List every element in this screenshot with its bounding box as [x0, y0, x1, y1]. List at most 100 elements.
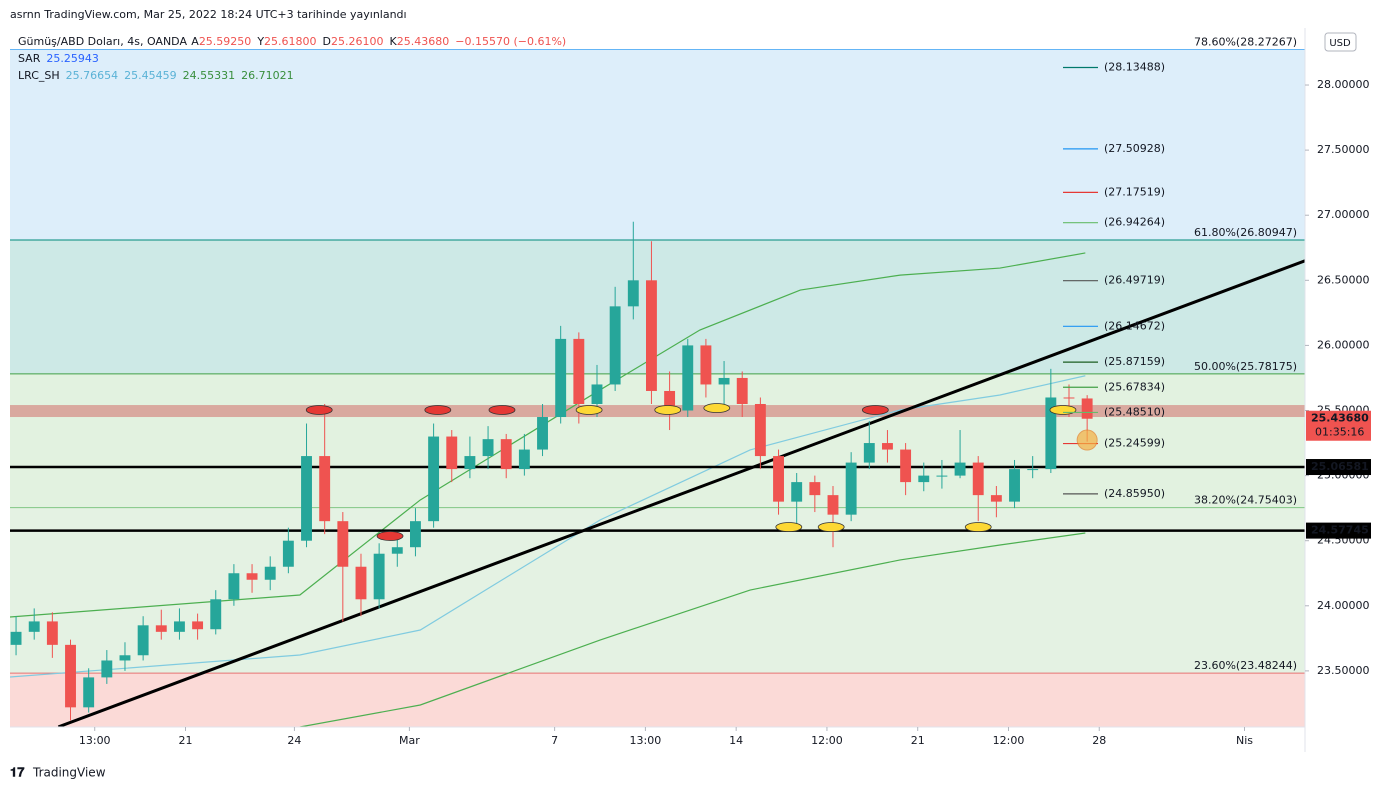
candle-body [173, 621, 185, 632]
sar-name: SAR [18, 52, 41, 65]
lrc-line [299, 532, 1086, 727]
candle-body [627, 280, 639, 307]
x-tick-label: 28 [1092, 734, 1106, 747]
last-price-badge [1306, 410, 1371, 441]
x-tick-label: 13:00 [630, 734, 662, 747]
price-level-label: (25.48510) [1104, 405, 1165, 418]
candle-body [700, 345, 712, 385]
lrc-value: 25.45459 [124, 69, 177, 82]
candle-body [1063, 397, 1075, 399]
candle-body [664, 390, 676, 411]
price-level-label: (28.13488) [1104, 60, 1165, 73]
last-price-label: 25.43680 [1311, 412, 1369, 425]
level-badge-label: 25.06581 [1311, 460, 1369, 473]
price-level-label: (25.24599) [1104, 437, 1165, 450]
brand-logo: 𝟏𝟕 [10, 766, 25, 781]
candle-body [827, 495, 839, 515]
y-tick-label: 27.50000 [1317, 143, 1370, 156]
candle-body [28, 621, 40, 632]
pivot-marker [376, 531, 404, 541]
brand-name: TradingView [32, 766, 106, 780]
y-tick-label: 26.00000 [1317, 338, 1370, 351]
candle-body [446, 436, 458, 470]
fib-zone [10, 507, 1305, 674]
candle-body [409, 521, 421, 548]
lrc-value: 26.71021 [241, 69, 294, 82]
brand: 𝟏𝟕 TradingView [10, 766, 106, 781]
candle-body [809, 482, 821, 496]
candle-body [863, 443, 875, 463]
ohlc-value: 25.26100 [331, 35, 384, 48]
candle-body [646, 280, 657, 391]
candle-body [319, 456, 331, 522]
candle-body [246, 573, 258, 580]
candle-body [591, 384, 603, 404]
y-tick-label: 26.50000 [1317, 273, 1370, 286]
ohlc-value: 25.43680 [397, 35, 450, 48]
candle-body [428, 436, 440, 522]
candle-body [1045, 397, 1057, 470]
candle-body [391, 547, 403, 554]
x-tick-label: 21 [178, 734, 192, 747]
fib-zone [10, 673, 1305, 727]
last-price-marker [1076, 429, 1098, 451]
fib-label: 61.80%(26.80947) [1194, 226, 1297, 239]
x-tick-label: Nis [1236, 734, 1253, 747]
pivot-marker [488, 405, 516, 415]
y-tick-label: 23.50000 [1317, 664, 1370, 677]
candle-body [264, 566, 276, 580]
candle-body [101, 660, 113, 678]
legend-sar: SAR 25.25943 [18, 52, 99, 65]
x-tick-label: 14 [729, 734, 743, 747]
legend-symbol: Gümüş/ABD Doları, 4s, OANDA A25.59250 Y25.… [18, 35, 566, 48]
plot-layer: 78.60%(28.27267) 61.80%(26.80947) 50.00%(2… [10, 28, 1305, 727]
ohlc-key: A [191, 35, 199, 48]
x-tick-label: 21 [911, 734, 925, 747]
candle-body [1027, 469, 1039, 471]
fib-label: 78.60%(28.27267) [1194, 36, 1297, 49]
fib-zone [10, 240, 1305, 374]
candle-body [609, 306, 621, 385]
level-badge [1306, 522, 1371, 539]
price-level-label: (25.67834) [1104, 380, 1165, 393]
pivot-marker [964, 522, 992, 532]
fib-label: 23.60%(23.48244) [1194, 659, 1297, 672]
candle-body [46, 621, 58, 645]
price-axis [1305, 28, 1386, 752]
pivot-marker [305, 405, 333, 415]
price-level-label: (26.14672) [1104, 319, 1165, 332]
fib-zone [10, 49, 1305, 241]
pivot-marker [861, 405, 889, 415]
legend-lrc: LRC_SH 25.76654 25.45459 24.55331 26.71021 [18, 69, 294, 82]
candle-body [228, 573, 240, 600]
lrc-name: LRC_SH [18, 69, 60, 82]
x-tick-label: Mar [399, 734, 420, 747]
candle-body [555, 338, 567, 418]
candle-body [773, 456, 784, 502]
x-tick-label: 12:00 [993, 734, 1025, 747]
candle-body [355, 566, 367, 600]
fib-label: 38.20%(24.75403) [1194, 494, 1297, 507]
trendline [57, 259, 1305, 727]
currency-badge[interactable] [1324, 32, 1357, 52]
candle-body [83, 677, 95, 708]
candle-body [573, 338, 585, 404]
x-tick-label: 7 [551, 734, 558, 747]
candle-body [845, 462, 857, 515]
candle-body [754, 403, 766, 457]
price-level-label: (25.87159) [1104, 355, 1165, 368]
price-level-label: (24.85950) [1104, 487, 1165, 500]
y-tick-label: 24.00000 [1317, 599, 1370, 612]
candle-body [192, 621, 204, 630]
candle-body [1081, 398, 1093, 419]
countdown: 01:35:16 [1315, 426, 1364, 439]
price-level-label: (27.17519) [1104, 185, 1165, 198]
plot-area: 78.60%(28.27267) 61.80%(26.80947) 50.00%(2… [10, 28, 1305, 727]
pivot-marker [817, 522, 845, 532]
candle-body [282, 540, 294, 567]
level-badge-label: 24.57745 [1311, 524, 1369, 537]
y-tick-label: 27.00000 [1317, 208, 1370, 221]
candle-body [882, 443, 893, 450]
x-tick-label: 13:00 [79, 734, 111, 747]
level-badge [1306, 459, 1371, 476]
